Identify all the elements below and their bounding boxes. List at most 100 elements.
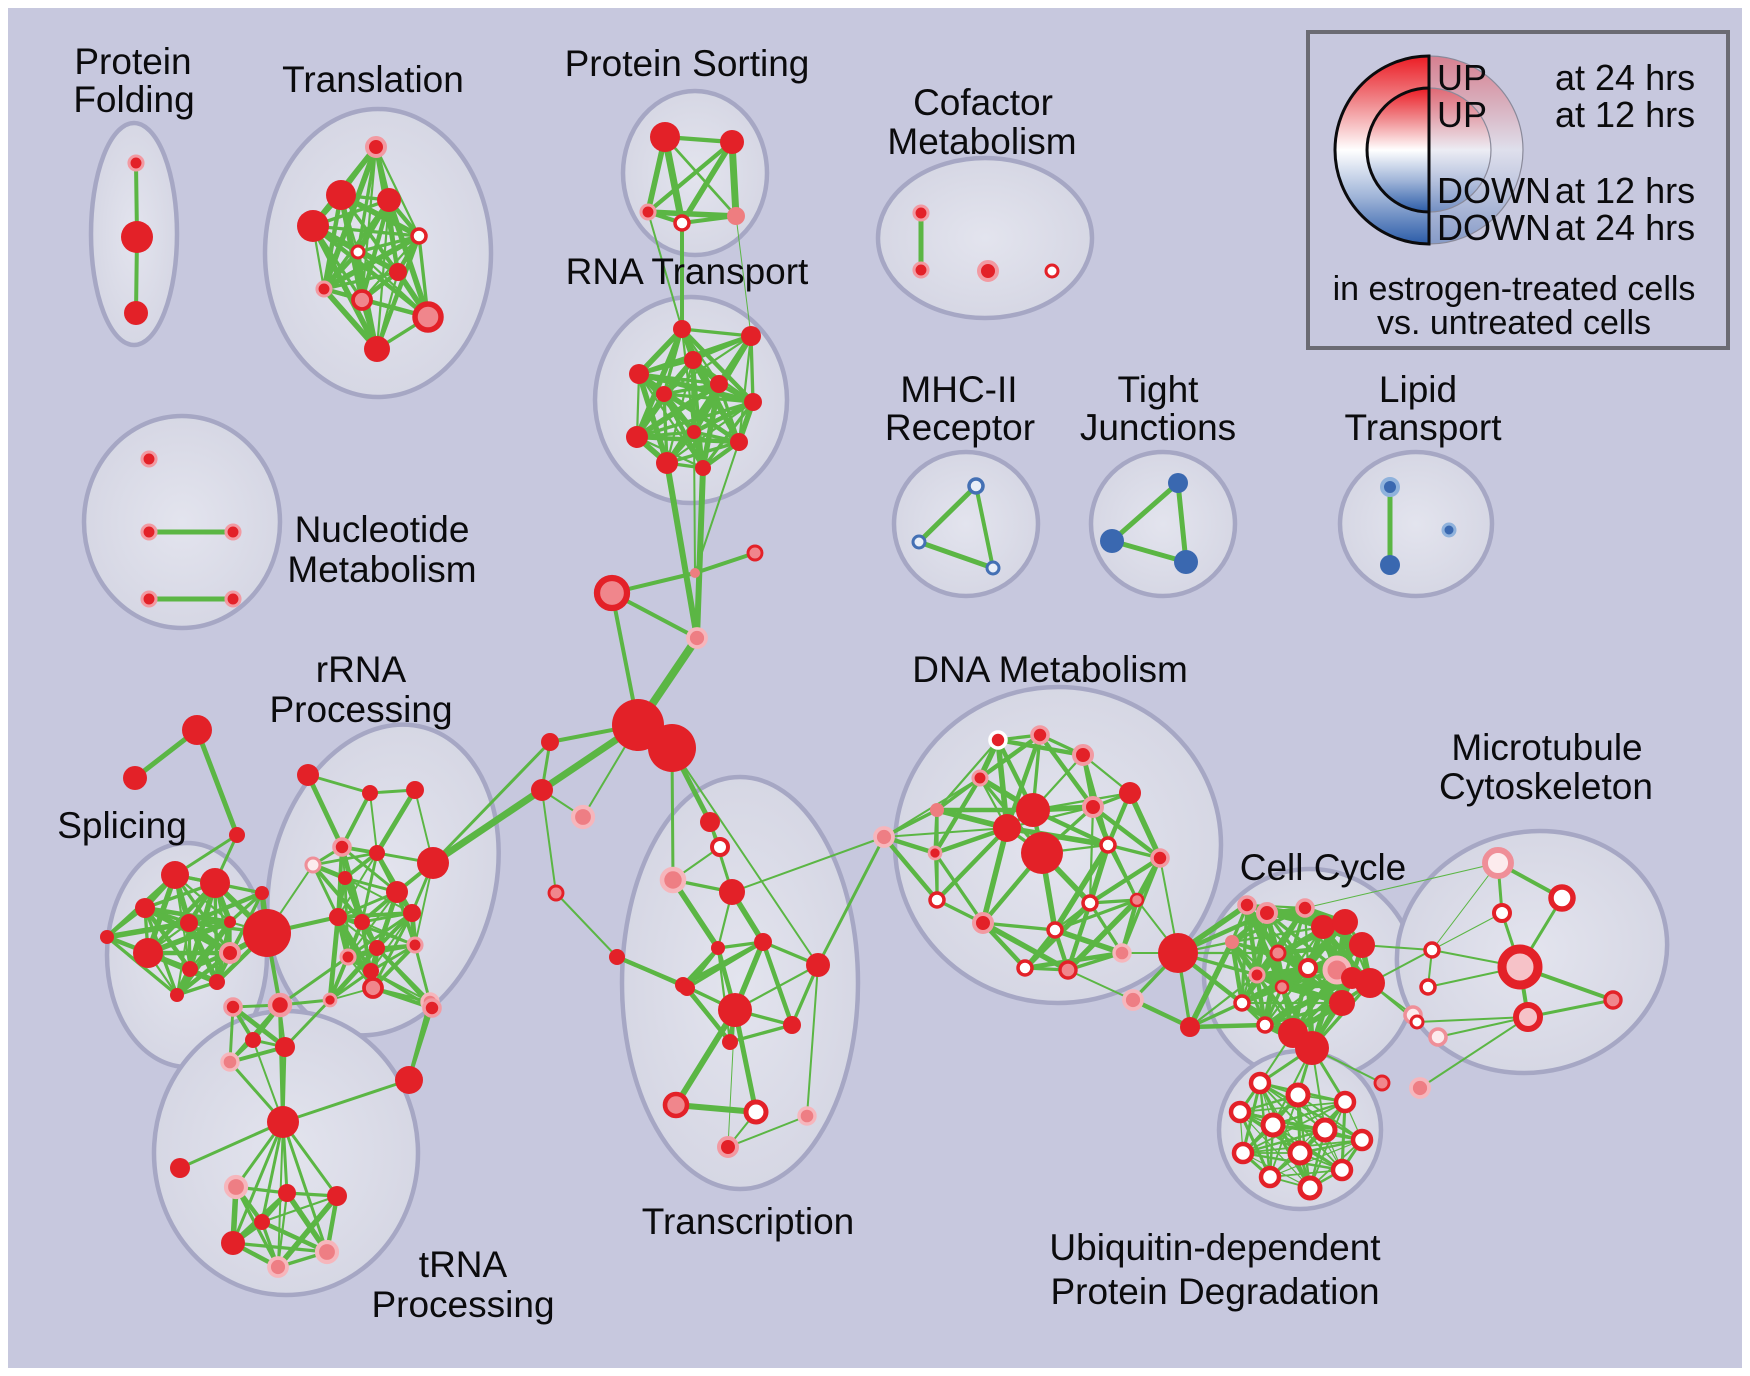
- gene-node-pp: [220, 1052, 240, 1072]
- gene-node-b: [1168, 473, 1188, 493]
- edge: [178, 1120, 285, 1170]
- gene-node-r: [243, 909, 291, 957]
- edge: [670, 877, 721, 951]
- edge: [431, 740, 552, 865]
- gene-node-pr: [351, 289, 373, 311]
- gene-node-r: [123, 766, 147, 790]
- gene-node-r: [326, 180, 356, 210]
- gene-node-pp: [797, 1106, 817, 1126]
- gene-node-r: [170, 1158, 190, 1178]
- edge: [360, 920, 373, 973]
- edge: [806, 964, 819, 1117]
- edge: [1416, 1016, 1529, 1023]
- edge: [310, 223, 380, 352]
- gene-node-pp: [686, 627, 708, 649]
- edge: [360, 851, 379, 924]
- legend-node-glyph: [1428, 87, 1492, 213]
- edge: [336, 911, 414, 919]
- edge: [374, 787, 418, 856]
- edge: [1187, 939, 1235, 1030]
- edge: [359, 197, 392, 303]
- gene-node-w: [1285, 1082, 1311, 1108]
- edge: [356, 250, 430, 319]
- edge: [346, 911, 414, 959]
- gene-node-r: [609, 949, 625, 965]
- cluster-label-rrna-processing: rRNA: [316, 649, 407, 690]
- gene-node-r: [369, 845, 385, 861]
- edge: [749, 334, 755, 404]
- edge: [361, 921, 416, 946]
- gene-node-r: [363, 963, 379, 979]
- gene-node-r: [1355, 968, 1385, 998]
- edge: [662, 392, 755, 404]
- legend-note: in estrogen-treated cells: [1333, 270, 1696, 308]
- gene-node-bw: [967, 477, 985, 495]
- edge: [104, 920, 192, 940]
- gene-node-r: [1158, 933, 1198, 973]
- gene-node-r: [650, 122, 680, 152]
- legend-direction-label: UP: [1437, 57, 1487, 98]
- gene-node-rp: [339, 948, 357, 966]
- gene-node-r: [718, 993, 752, 1027]
- edge: [305, 772, 345, 850]
- nodes-layer: [100, 122, 1623, 1278]
- edge: [679, 326, 756, 405]
- gene-node-rp: [972, 912, 994, 934]
- gene-node-w: [1492, 903, 1512, 923]
- edge: [1230, 940, 1267, 1027]
- gene-node-r: [710, 375, 728, 393]
- edge: [281, 1078, 411, 1124]
- gene-node-rp: [912, 261, 930, 279]
- edge: [693, 431, 696, 574]
- gene-node-r: [783, 1016, 801, 1034]
- edge: [645, 139, 735, 215]
- gene-node-r: [364, 336, 390, 362]
- gene-node-pp: [1409, 1077, 1431, 1099]
- edge: [375, 270, 400, 351]
- gene-node-r: [711, 941, 725, 955]
- edge: [1109, 480, 1181, 544]
- gene-node-rp: [1030, 725, 1050, 745]
- edge: [321, 233, 422, 292]
- edge: [1244, 902, 1285, 990]
- gene-node-pr: [593, 574, 631, 612]
- edge: [1238, 1110, 1344, 1172]
- gene-node-r: [1021, 832, 1063, 874]
- cluster-label-lipid-transport: Lipid: [1379, 369, 1457, 410]
- edge: [1188, 973, 1259, 1029]
- legend-time-label: at 24 hrs: [1555, 57, 1695, 98]
- gene-node-r: [209, 974, 225, 990]
- gene-node-r: [369, 940, 385, 956]
- edge: [1239, 1101, 1346, 1113]
- cluster-label-nucleotide-metabolism: Metabolism: [287, 549, 476, 590]
- gene-node-b: [1100, 529, 1124, 553]
- gene-node-rp: [1237, 895, 1257, 915]
- gene-node-w: [1260, 1112, 1286, 1138]
- gene-node-r: [180, 914, 198, 932]
- cluster-label-tight-junctions: Junctions: [1080, 407, 1236, 448]
- edge: [680, 327, 753, 338]
- gene-node-r: [744, 393, 762, 411]
- cluster-label-mhc-ii-receptor: MHC-II: [900, 369, 1017, 410]
- gene-node-w: [673, 214, 691, 232]
- edge: [1419, 1016, 1529, 1089]
- gene-node-w: [710, 837, 730, 857]
- gene-node-w: [350, 244, 366, 260]
- cluster-label-tight-junctions: Tight: [1118, 369, 1200, 410]
- edge: [1067, 969, 1134, 1001]
- cluster-label-trna-processing: Processing: [371, 1284, 554, 1325]
- edge: [881, 834, 940, 903]
- edge: [673, 1102, 759, 1115]
- gene-node-r: [754, 933, 772, 951]
- edge: [1088, 805, 1095, 905]
- edge: [647, 211, 683, 330]
- edge: [1065, 900, 1093, 973]
- cluster-label-microtubule-cytoskeleton: Microtubule: [1451, 727, 1642, 768]
- gene-node-r: [531, 779, 553, 801]
- cluster-label-protein-folding: Protein: [74, 41, 191, 82]
- edge: [194, 727, 240, 838]
- gene-node-r: [275, 1037, 295, 1057]
- gene-node-r: [135, 898, 155, 918]
- edge: [1106, 843, 1139, 902]
- edge: [645, 209, 739, 219]
